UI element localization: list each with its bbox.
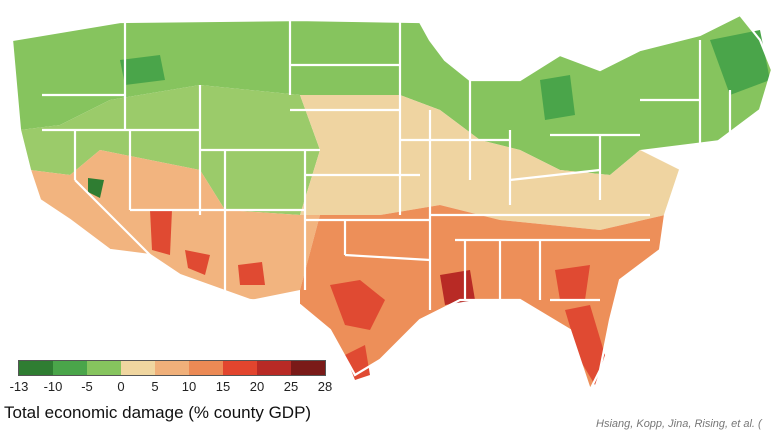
hotspot-arizona-south	[185, 250, 210, 275]
hotspot-nevada-green	[88, 178, 104, 198]
hotspot-louisiana	[440, 270, 475, 305]
hotspot-texas-south	[345, 345, 370, 380]
legend-swatch	[19, 361, 53, 375]
color-legend: -13 -10 -5 0 5 10 15 20 25 28	[10, 360, 333, 394]
patch-northeast-green	[710, 30, 770, 95]
region-central	[300, 95, 680, 230]
legend-swatch	[291, 361, 325, 375]
legend-ticks: -13 -10 -5 0 5 10 15 20 25 28	[10, 376, 333, 394]
legend-swatch	[223, 361, 257, 375]
legend-swatch	[257, 361, 291, 375]
legend-swatch	[53, 361, 87, 375]
source-credit: Hsiang, Kopp, Jina, Rising, et al. (	[596, 418, 762, 430]
legend-swatch	[189, 361, 223, 375]
hotspot-georgia	[555, 265, 590, 300]
legend-title: Total economic damage (% county GDP)	[4, 403, 312, 422]
legend-tick-label: 20	[249, 379, 265, 394]
hotspot-arizona	[150, 210, 172, 255]
patch-michigan-green	[540, 75, 575, 120]
hotspot-new-mexico	[238, 262, 265, 285]
region-southwest	[30, 150, 320, 300]
legend-tick-label: 0	[117, 379, 125, 394]
hotspot-florida	[565, 305, 605, 385]
region-south	[300, 205, 665, 390]
legend-tick-label: 28	[317, 379, 333, 394]
legend-swatch	[121, 361, 155, 375]
legend-tick-label: -13	[9, 379, 29, 394]
hotspot-texas	[330, 280, 385, 330]
legend-tick-label: 10	[181, 379, 197, 394]
legend-tick-label: -10	[43, 379, 63, 394]
legend-swatch	[155, 361, 189, 375]
region-west	[20, 85, 320, 215]
legend-tick-label: -5	[81, 379, 93, 394]
patch-north-green	[120, 55, 165, 85]
legend-tick-label: 15	[215, 379, 231, 394]
legend-swatch	[87, 361, 121, 375]
legend-color-bar	[18, 360, 326, 376]
legend-tick-label: 25	[283, 379, 299, 394]
state-borders	[10, 13, 774, 393]
legend-tick-label: 5	[151, 379, 159, 394]
